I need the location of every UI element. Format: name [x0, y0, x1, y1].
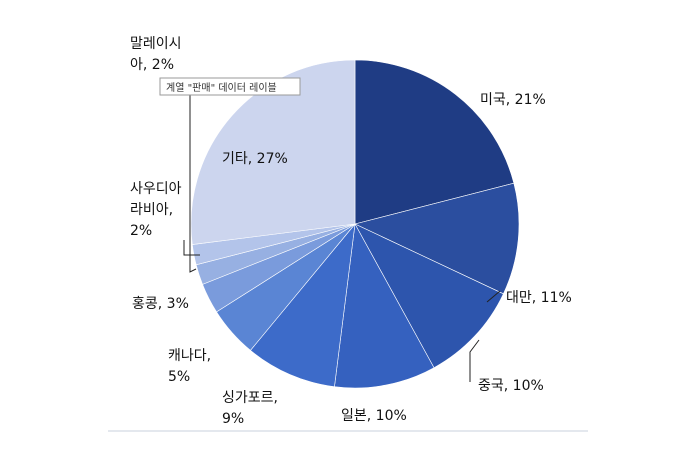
data-label-line: 일본, 10%: [341, 408, 407, 424]
data-label-line: 말레이시: [130, 36, 182, 52]
data-label-line: 9%: [222, 411, 244, 427]
pie-slice: [354, 223, 504, 369]
pie-slice: [354, 182, 520, 295]
data-label-line: 중국, 10%: [478, 378, 544, 394]
data-label: 캐나다, 5%: [168, 348, 211, 385]
tooltip-box: [159, 77, 301, 96]
data-label-line: 사우디아: [130, 181, 182, 197]
leader-line: [469, 339, 480, 382]
pie-slice: [190, 59, 356, 245]
data-label-tooltip: 계열 "판매" 데이터 레이블: [159, 77, 301, 96]
data-label: 미국, 21%: [480, 92, 546, 108]
pie-slice: [250, 223, 356, 388]
tooltip-text: 계열 "판매" 데이터 레이블: [166, 82, 277, 94]
data-label-line: 캐나다,: [168, 348, 211, 364]
data-label: 대만, 11%: [506, 290, 572, 306]
data-label-line: 홍콩, 3%: [132, 296, 189, 312]
data-label: 기타, 27%: [222, 151, 288, 167]
data-label-line: 라비아,: [130, 202, 173, 218]
pie-slice: [334, 223, 435, 389]
data-label: 중국, 10%: [478, 378, 544, 394]
pie-slices: [190, 59, 520, 389]
data-label-line: 대만, 11%: [506, 290, 572, 306]
data-label-line: 5%: [168, 369, 190, 385]
data-label-line: 기타, 27%: [222, 151, 288, 167]
data-label: 싱가포르, 9%: [222, 390, 278, 427]
data-label-line: 싱가포르,: [222, 390, 278, 406]
data-label-line: 2%: [130, 223, 152, 239]
leader-line: [486, 290, 501, 303]
data-label-line: 미국, 21%: [480, 92, 546, 108]
leader-line: [183, 240, 200, 256]
data-label: 홍콩, 3%: [132, 296, 189, 312]
data-labels: 미국, 21% 대만, 11% 중국, 10% 일본, 10% 싱가포르, 9% 캐나다, 5…: [130, 36, 572, 427]
data-label-line: 아, 2%: [130, 57, 174, 73]
pie-slice: [354, 59, 515, 225]
data-label: 일본, 10%: [341, 408, 407, 424]
